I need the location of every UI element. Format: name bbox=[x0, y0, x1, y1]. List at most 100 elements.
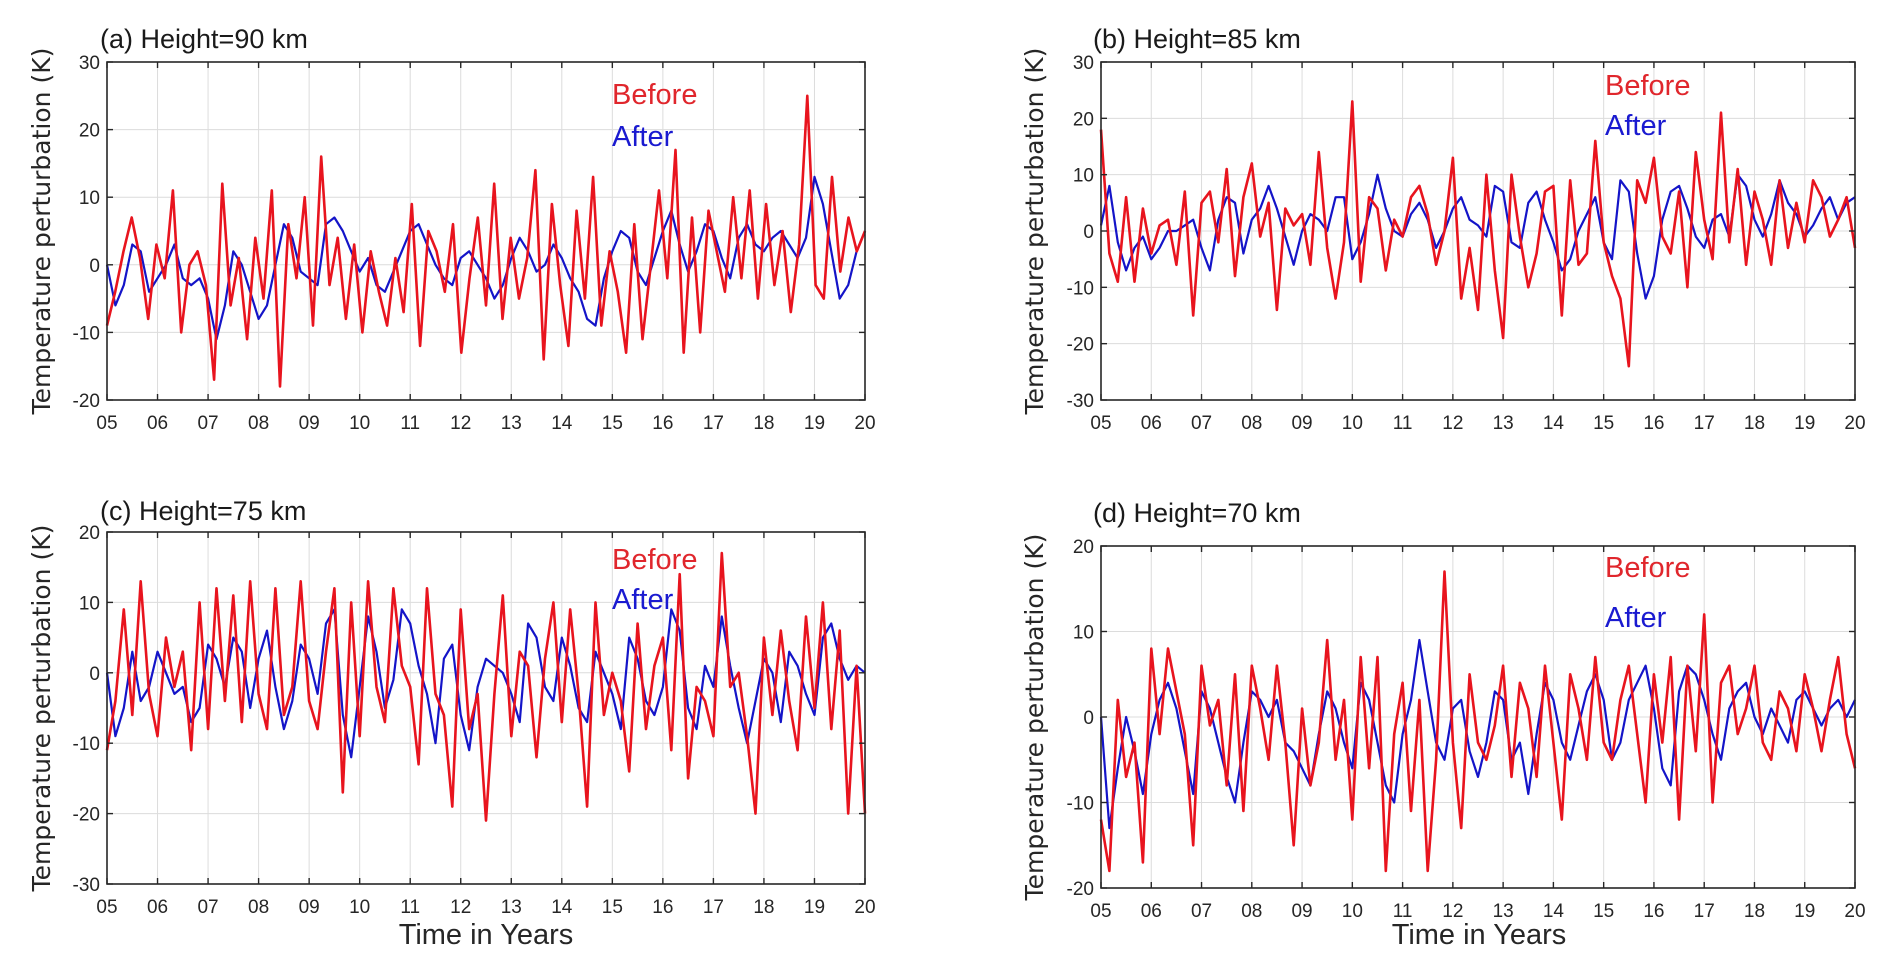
x-tick-label: 19 bbox=[1794, 413, 1815, 434]
x-tick-label: 08 bbox=[1241, 413, 1262, 434]
x-tick-label: 15 bbox=[1593, 901, 1614, 922]
series bbox=[105, 94, 867, 388]
x-tick-label: 16 bbox=[652, 413, 673, 434]
axes-box bbox=[106, 61, 866, 401]
x-tick-label: 14 bbox=[551, 413, 573, 434]
y-tick-label: 20 bbox=[1073, 109, 1094, 130]
x-tick-label: 09 bbox=[1291, 413, 1312, 434]
y-tick-label: 30 bbox=[1073, 53, 1094, 74]
x-tick-label: 19 bbox=[804, 897, 825, 918]
legend-before: Before bbox=[1605, 70, 1690, 102]
y-tick-label: 20 bbox=[79, 121, 100, 142]
y-axis-label: Temperature perturbation (K) bbox=[27, 48, 56, 416]
x-tick-label: 13 bbox=[501, 897, 522, 918]
legend: Before After bbox=[612, 544, 697, 616]
y-tick-label: 10 bbox=[1073, 623, 1094, 644]
ticks: 05 06 07 08 09 10 11 12 13 14 15 16 17 18 19 20 -20 -10 0 1… bbox=[1067, 537, 1866, 922]
y-tick-label: 30 bbox=[79, 53, 100, 74]
x-tick-label: 15 bbox=[602, 897, 623, 918]
y-tick-label: 20 bbox=[79, 523, 100, 544]
y-axis-label: Temperature perturbation (K) bbox=[1020, 534, 1049, 902]
ticks: 05 06 07 08 09 10 11 12 13 14 15 16 17 18 19 20 -20 -10 0 1… bbox=[73, 53, 876, 434]
x-tick-label: 10 bbox=[349, 897, 370, 918]
x-tick-label: 18 bbox=[1744, 901, 1765, 922]
series-line-after bbox=[105, 175, 867, 341]
x-tick-label: 06 bbox=[147, 413, 168, 434]
x-tick-label: 08 bbox=[248, 897, 269, 918]
y-tick-label: -30 bbox=[1067, 391, 1094, 412]
x-tick-label: 10 bbox=[349, 413, 370, 434]
x-tick-label: 14 bbox=[1543, 901, 1565, 922]
y-tick-label: 10 bbox=[79, 593, 100, 614]
x-tick-label: 13 bbox=[1493, 901, 1514, 922]
x-tick-label: 17 bbox=[1694, 901, 1715, 922]
series-line-before bbox=[1099, 570, 1857, 873]
x-tick-label: 12 bbox=[450, 413, 471, 434]
y-tick-label: -20 bbox=[1067, 879, 1094, 900]
y-tick-label: -20 bbox=[1067, 335, 1094, 356]
panel-b: (b) Height=85 km Temperature perturbatio… bbox=[1020, 24, 1866, 434]
x-tick-label: 06 bbox=[1141, 901, 1162, 922]
x-axis-label: Time in Years bbox=[399, 919, 574, 951]
y-tick-label: 0 bbox=[89, 256, 100, 277]
y-tick-label: -10 bbox=[73, 734, 100, 755]
x-tick-label: 12 bbox=[450, 897, 471, 918]
x-axis-label: Time in Years bbox=[1392, 919, 1567, 951]
x-tick-label: 08 bbox=[248, 413, 269, 434]
x-tick-label: 16 bbox=[1643, 901, 1664, 922]
legend: Before After bbox=[1605, 70, 1690, 142]
x-tick-label: 08 bbox=[1241, 901, 1262, 922]
x-tick-label: 11 bbox=[400, 897, 420, 918]
x-tick-label: 16 bbox=[652, 897, 673, 918]
y-tick-label: -10 bbox=[73, 323, 100, 344]
y-tick-label: 10 bbox=[79, 188, 100, 209]
ticks: 05 06 07 08 09 10 11 12 13 14 15 16 17 18 19 20 -30 -20 -1… bbox=[1067, 53, 1866, 434]
x-tick-label: 17 bbox=[1694, 413, 1715, 434]
y-tick-label: 10 bbox=[1073, 166, 1094, 187]
x-tick-label: 20 bbox=[1844, 901, 1865, 922]
legend-after: After bbox=[1605, 110, 1667, 142]
panel-title: (d) Height=70 km bbox=[1093, 498, 1301, 528]
y-tick-label: -20 bbox=[73, 805, 100, 826]
legend: Before After bbox=[1605, 552, 1690, 634]
x-tick-label: 13 bbox=[1493, 413, 1514, 434]
y-axis-label: Temperature perturbation (K) bbox=[1020, 48, 1049, 416]
y-tick-label: -10 bbox=[1067, 794, 1094, 815]
series-line-before bbox=[105, 551, 867, 822]
x-tick-label: 20 bbox=[854, 897, 875, 918]
x-tick-label: 12 bbox=[1442, 413, 1463, 434]
series bbox=[1099, 570, 1857, 873]
grid bbox=[107, 532, 865, 884]
x-tick-label: 11 bbox=[1393, 413, 1413, 434]
y-tick-label: 0 bbox=[1083, 708, 1094, 729]
y-tick-label: 0 bbox=[1083, 222, 1094, 243]
panel-title: (b) Height=85 km bbox=[1093, 24, 1301, 54]
x-tick-label: 12 bbox=[1442, 901, 1463, 922]
x-tick-label: 16 bbox=[1643, 413, 1664, 434]
x-tick-label: 15 bbox=[602, 413, 623, 434]
x-tick-label: 18 bbox=[1744, 413, 1765, 434]
panel-a: (a) Height=90 km Temperature perturbatio… bbox=[27, 24, 876, 434]
series-line-before bbox=[1099, 100, 1857, 368]
x-tick-label: 05 bbox=[1090, 901, 1111, 922]
legend-after: After bbox=[612, 584, 674, 616]
legend-after: After bbox=[1605, 602, 1667, 634]
panel-title: (a) Height=90 km bbox=[100, 24, 308, 54]
x-tick-label: 20 bbox=[854, 413, 875, 434]
x-tick-label: 17 bbox=[703, 897, 724, 918]
series-line-after bbox=[105, 608, 866, 759]
legend-before: Before bbox=[612, 544, 697, 576]
series bbox=[1099, 100, 1857, 368]
x-tick-label: 10 bbox=[1342, 901, 1363, 922]
panel-c: (c) Height=75 km Temperature perturbatio… bbox=[27, 496, 876, 951]
x-tick-label: 18 bbox=[753, 897, 774, 918]
x-tick-label: 09 bbox=[299, 413, 320, 434]
x-tick-label: 05 bbox=[96, 413, 117, 434]
x-tick-label: 14 bbox=[1543, 413, 1565, 434]
x-tick-label: 07 bbox=[1191, 413, 1212, 434]
y-tick-label: -10 bbox=[1067, 278, 1094, 299]
x-tick-label: 07 bbox=[197, 897, 218, 918]
x-tick-label: 20 bbox=[1844, 413, 1865, 434]
grid bbox=[1101, 546, 1855, 888]
